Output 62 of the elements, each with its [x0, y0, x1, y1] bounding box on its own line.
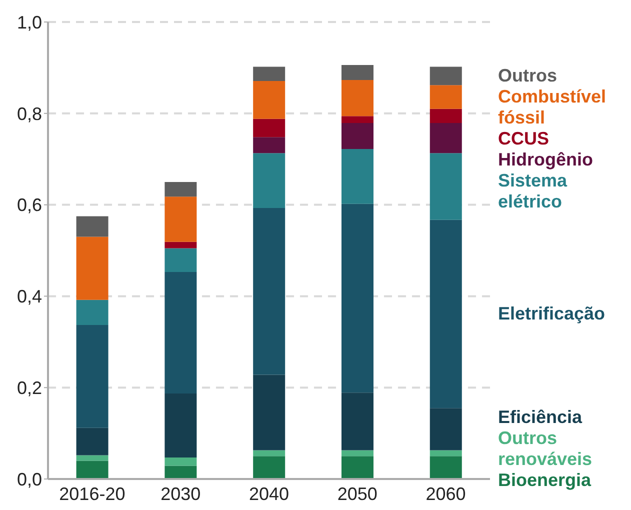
bar: [253, 137, 286, 154]
text: Outros: [498, 65, 558, 86]
bar: [341, 80, 374, 116]
bar: [164, 248, 197, 272]
text: Eficiência: [498, 407, 584, 427]
bar: [253, 153, 286, 208]
bar: [253, 80, 286, 119]
bar: [253, 66, 286, 81]
text: Eletrificação: [498, 304, 606, 324]
bar: [253, 118, 286, 138]
y-tick-label: 0,6: [16, 195, 42, 216]
bar: [430, 408, 462, 450]
bar: [164, 196, 197, 242]
bar: [430, 122, 462, 154]
y-tick-label: 0,0: [16, 469, 42, 490]
bar: [430, 66, 462, 86]
bar: [164, 466, 197, 479]
bar: [76, 460, 108, 479]
bar: [341, 450, 374, 456]
bar: [253, 456, 286, 479]
bar: [76, 300, 108, 325]
y-tick-label: 0,8: [16, 104, 42, 124]
bar: [164, 242, 197, 248]
bar: [430, 108, 462, 123]
bar: [76, 428, 108, 456]
y-tick-label: 0,2: [16, 378, 42, 398]
bar: [430, 450, 462, 456]
text: CCUS: [498, 128, 550, 148]
bar: [341, 64, 374, 80]
bar: [164, 182, 197, 197]
y-tick-label: 1,0: [16, 12, 42, 32]
bar: [76, 324, 108, 428]
bar: [164, 272, 197, 394]
text: Hidrogênio: [498, 149, 593, 170]
x-tick-label: 2030: [160, 484, 201, 504]
bar: [430, 220, 462, 408]
bar: [341, 204, 374, 393]
bar: [341, 149, 374, 204]
x-tick-label: 2050: [337, 484, 378, 504]
text: Combustível fóssil: [498, 86, 606, 128]
text: Outros renováveis: [498, 428, 592, 469]
y-tick-label: 0,4: [16, 286, 42, 307]
bar: [430, 153, 462, 220]
text: Sistema elétrico: [498, 170, 568, 212]
bar: [341, 392, 374, 450]
bar: [341, 456, 374, 479]
bar: [253, 208, 286, 375]
bar: [430, 85, 462, 109]
x-tick-label: 2016-20: [59, 484, 126, 504]
x-tick-label: 2040: [248, 484, 290, 504]
bar: [76, 216, 108, 237]
bar: [430, 456, 462, 479]
bar: [76, 455, 108, 461]
text: Bioenergia: [498, 470, 592, 490]
bar: [253, 374, 286, 450]
bar: [253, 450, 286, 456]
x-tick-label: 2060: [426, 484, 466, 504]
bar: [164, 458, 197, 466]
bar: [341, 122, 374, 150]
bar: [341, 116, 374, 123]
bar: [164, 394, 197, 458]
bar: [76, 236, 108, 300]
